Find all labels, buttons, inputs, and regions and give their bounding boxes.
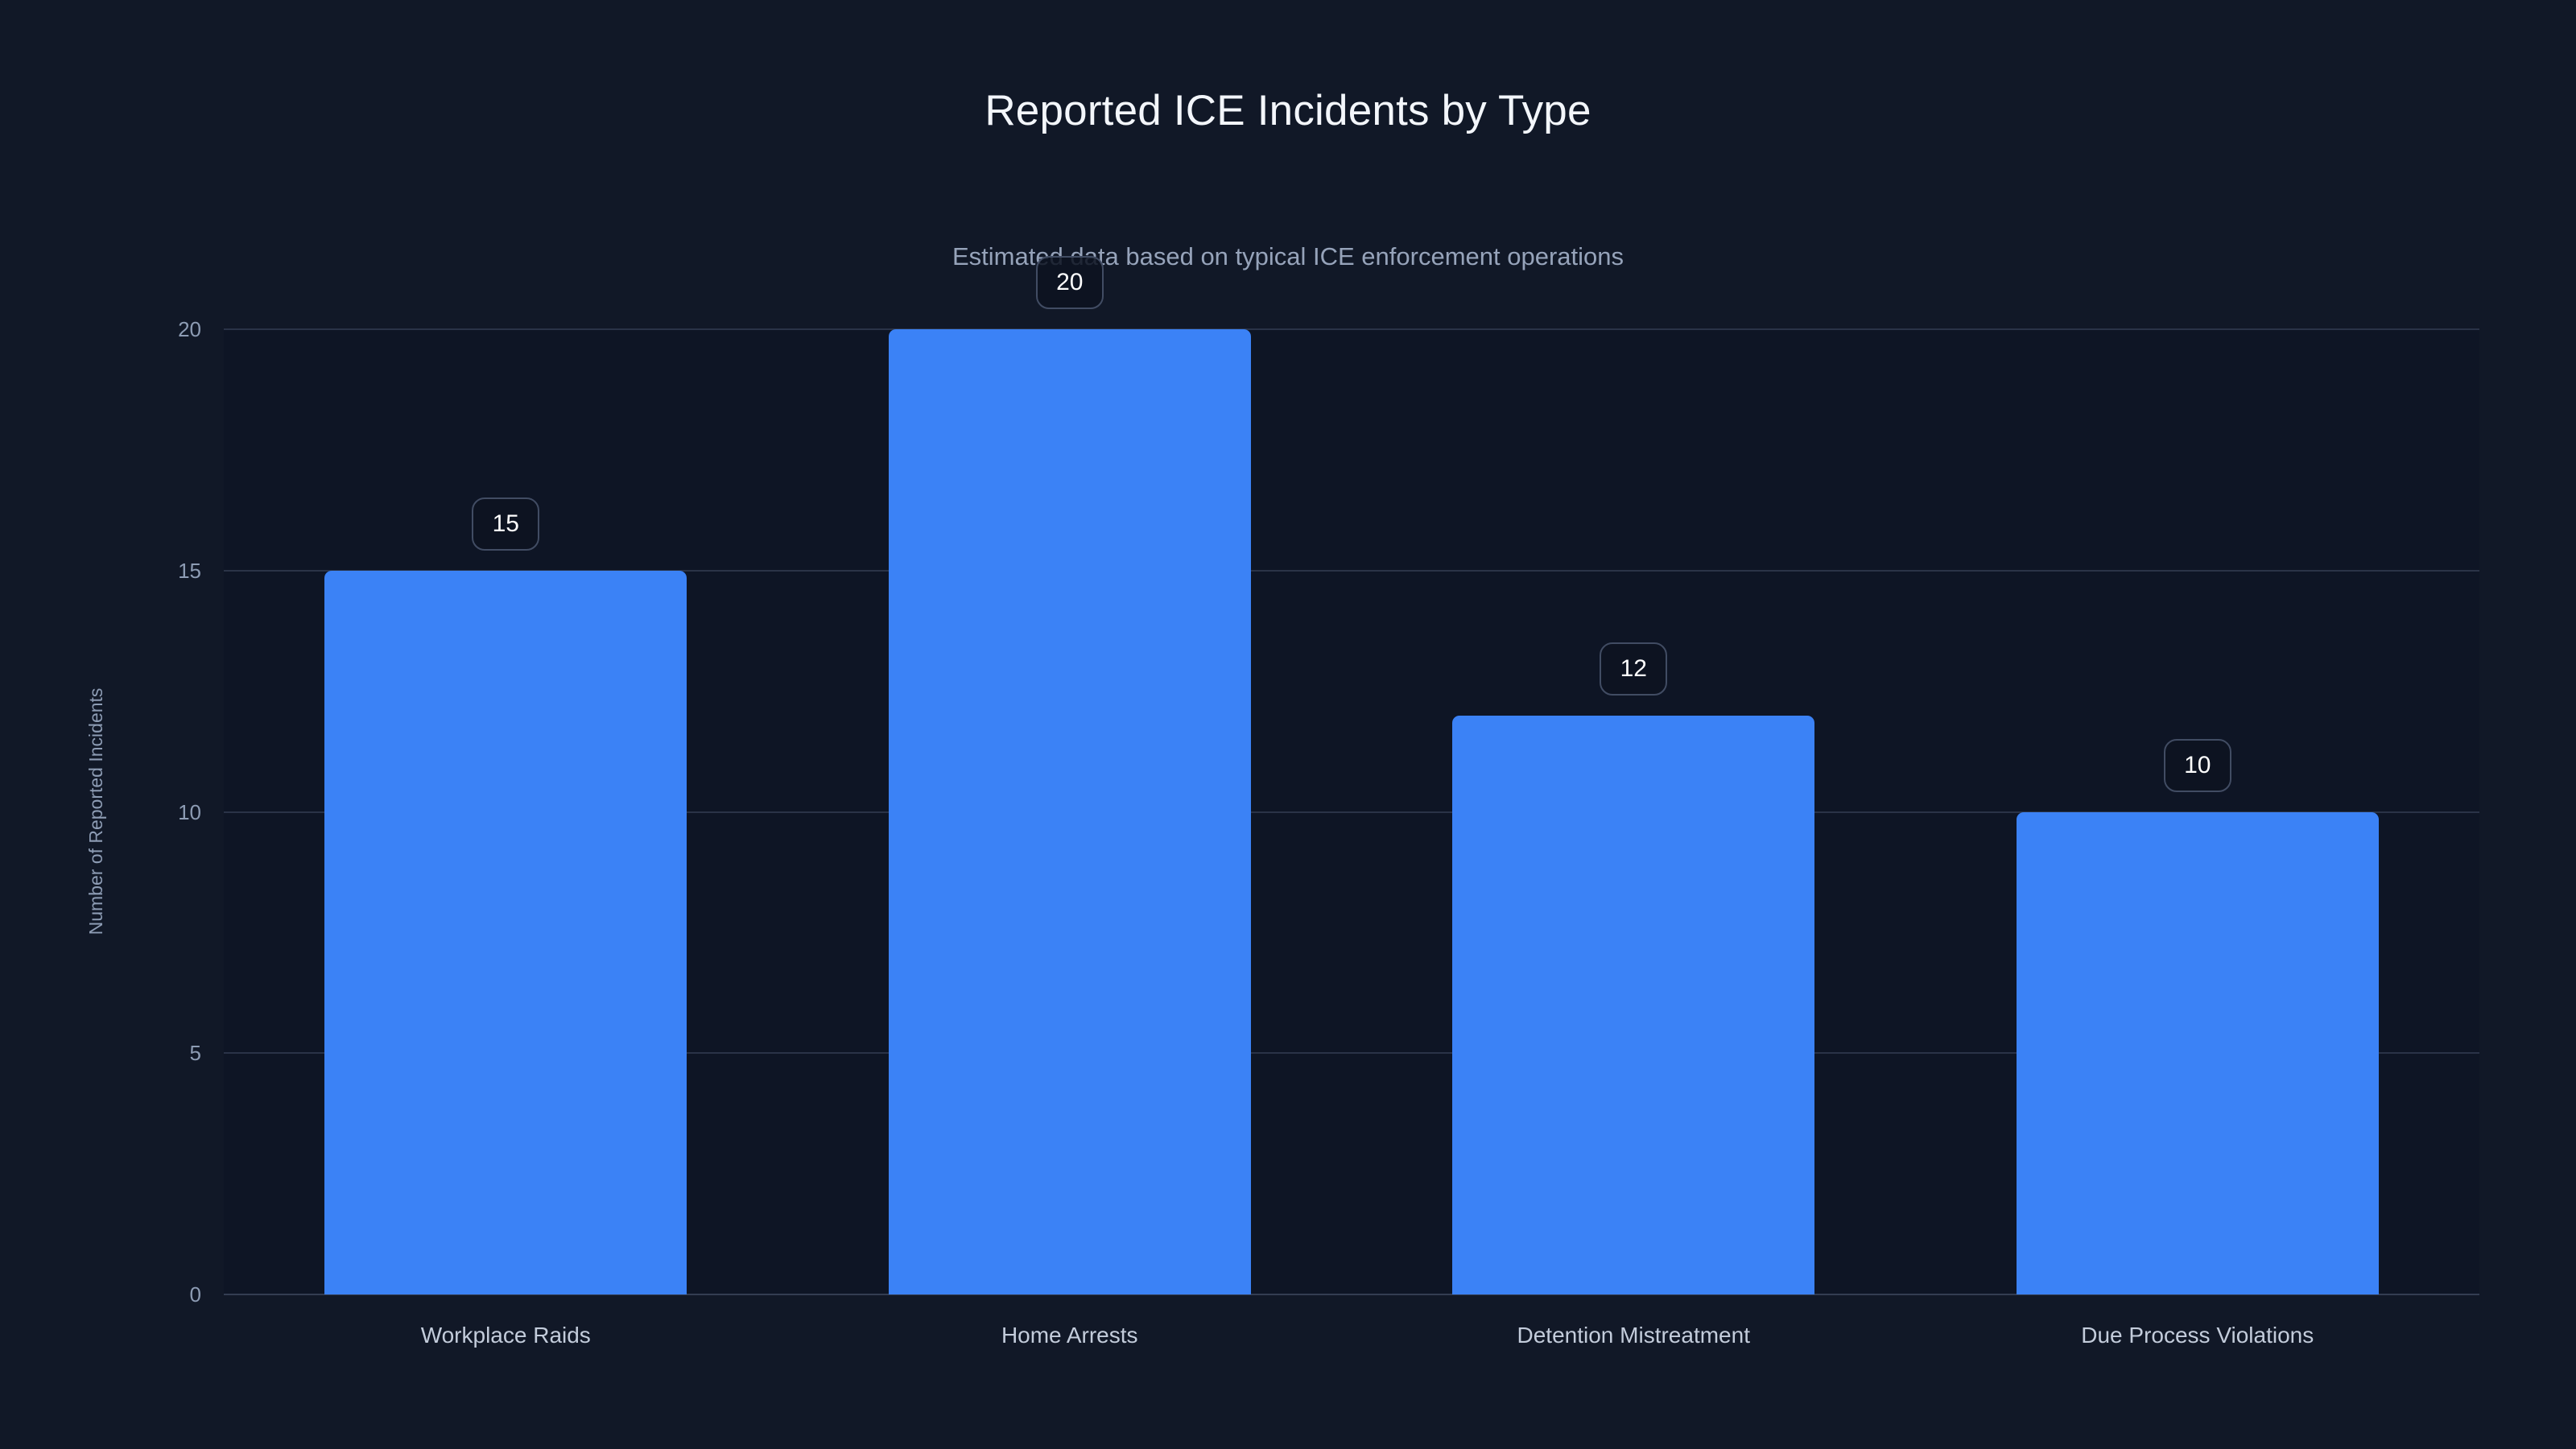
y-axis-tick-label: 0 xyxy=(189,1282,201,1307)
y-axis-tick-label: 20 xyxy=(178,317,201,341)
bar-value-badge: 10 xyxy=(2163,738,2231,792)
chart-title: Reported ICE Incidents by Type xyxy=(985,87,1591,134)
bar-slot xyxy=(1352,329,1916,1294)
x-axis-category-label: Detention Mistreatment xyxy=(1517,1323,1750,1348)
bars-layer xyxy=(224,329,2479,1294)
bar[interactable] xyxy=(2016,811,2379,1294)
bar-slot xyxy=(788,329,1352,1294)
y-axis-title: Number of Reported Incidents xyxy=(85,687,106,935)
y-axis-tick-label: 5 xyxy=(189,1041,201,1066)
bar-slot xyxy=(224,329,788,1294)
chart-subtitle: Estimated data based on typical ICE enfo… xyxy=(952,242,1624,270)
x-axis-labels: Workplace Raids Home Arrests Detention Mis… xyxy=(224,1324,2479,1364)
x-axis-category-label: Workplace Raids xyxy=(420,1323,591,1348)
bar[interactable] xyxy=(324,570,687,1294)
x-axis-category-label: Home Arrests xyxy=(1001,1323,1138,1348)
x-axis-category-label: Due Process Violations xyxy=(2081,1323,2314,1348)
bar-value-badge: 15 xyxy=(472,497,540,551)
y-axis-tick-label: 10 xyxy=(178,799,201,824)
bar[interactable] xyxy=(1452,715,1815,1294)
bar-value-badge: 12 xyxy=(1600,642,1668,696)
bar[interactable] xyxy=(888,329,1251,1294)
bar-slot xyxy=(1916,329,2480,1294)
y-axis-ticks: 0 5 10 15 20 xyxy=(40,319,201,1305)
y-axis-tick-label: 15 xyxy=(178,558,201,583)
bar-value-badge: 20 xyxy=(1035,256,1104,309)
